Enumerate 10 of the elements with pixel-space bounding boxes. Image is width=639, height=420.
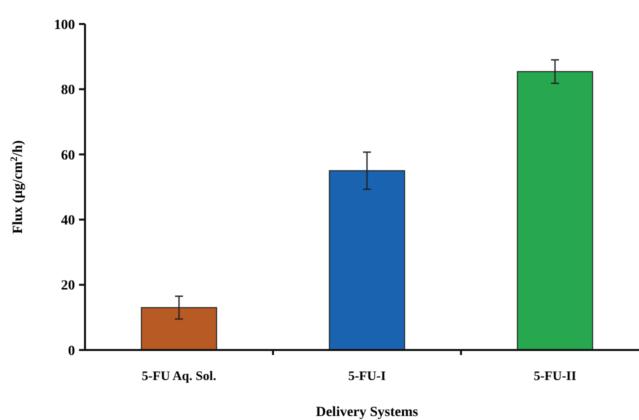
y-tick-label: 0 [68,344,75,359]
x-tick-label: 5-FU-II [534,368,576,383]
x-tick-label: 5-FU-I [348,368,386,383]
y-tick-label: 40 [61,214,75,228]
y-tick-label: 60 [61,148,75,164]
y-tick-label: 80 [61,83,75,98]
x-tick-label: 5-FU Aq. Sol. [142,368,216,383]
x-axis-title: Delivery Systems [316,405,419,420]
y-tick-label: 20 [61,278,75,294]
y-tick-label: 100 [54,18,75,33]
